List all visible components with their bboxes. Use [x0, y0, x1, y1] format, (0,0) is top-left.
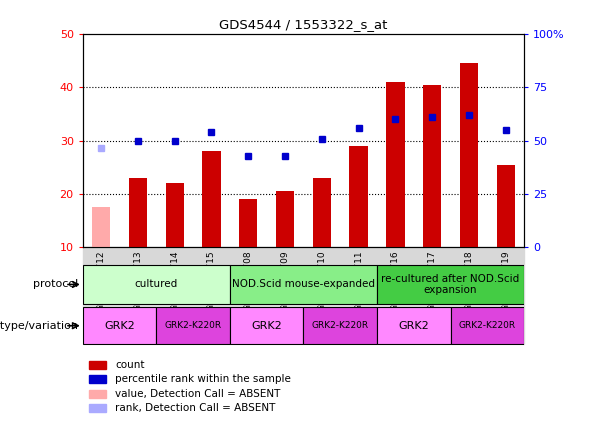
Bar — [303, 247, 340, 343]
Bar — [230, 308, 303, 344]
Text: GRK2: GRK2 — [398, 321, 429, 331]
Bar — [83, 308, 156, 344]
Bar — [230, 265, 377, 304]
Text: rank, Detection Call = ABSENT: rank, Detection Call = ABSENT — [115, 403, 275, 413]
Bar — [349, 146, 368, 247]
Bar — [83, 265, 230, 304]
Text: re-cultured after NOD.Scid
expansion: re-cultured after NOD.Scid expansion — [381, 274, 520, 295]
Bar — [414, 247, 451, 343]
Title: GDS4544 / 1553322_s_at: GDS4544 / 1553322_s_at — [219, 18, 387, 31]
Bar — [267, 247, 303, 343]
Text: GRK2: GRK2 — [251, 321, 282, 331]
Bar — [313, 178, 331, 247]
Bar — [156, 308, 230, 344]
Bar — [230, 247, 267, 343]
Bar — [423, 85, 441, 247]
Bar — [487, 247, 524, 343]
Bar — [129, 178, 147, 247]
Bar — [451, 308, 524, 344]
Text: protocol: protocol — [33, 280, 78, 289]
Bar — [386, 82, 405, 247]
Text: GRK2-K220R: GRK2-K220R — [311, 321, 369, 330]
Bar — [377, 265, 524, 304]
Bar — [377, 247, 414, 343]
Bar — [88, 404, 106, 412]
Text: GRK2-K220R: GRK2-K220R — [164, 321, 222, 330]
Text: GRK2-K220R: GRK2-K220R — [459, 321, 516, 330]
Bar — [156, 247, 193, 343]
Bar — [166, 184, 184, 247]
Bar — [340, 247, 377, 343]
Bar — [88, 376, 106, 383]
Bar — [120, 247, 156, 343]
Text: GRK2: GRK2 — [104, 321, 135, 331]
Bar — [88, 361, 106, 369]
Bar — [460, 63, 478, 247]
Bar — [83, 247, 120, 343]
Bar — [276, 191, 294, 247]
Bar — [239, 199, 257, 247]
Text: cultured: cultured — [135, 280, 178, 289]
Bar — [303, 308, 377, 344]
Text: value, Detection Call = ABSENT: value, Detection Call = ABSENT — [115, 389, 280, 399]
Bar — [92, 207, 110, 247]
Text: NOD.Scid mouse-expanded: NOD.Scid mouse-expanded — [232, 280, 375, 289]
Bar — [88, 390, 106, 398]
Text: percentile rank within the sample: percentile rank within the sample — [115, 374, 291, 385]
Bar — [497, 165, 515, 247]
Bar — [377, 308, 451, 344]
Bar — [202, 151, 221, 247]
Text: genotype/variation: genotype/variation — [0, 321, 78, 331]
Bar — [451, 247, 487, 343]
Text: count: count — [115, 360, 145, 370]
Bar — [193, 247, 230, 343]
